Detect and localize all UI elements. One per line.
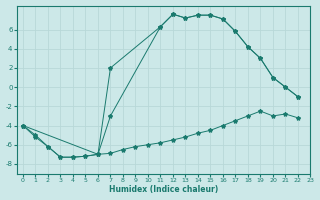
X-axis label: Humidex (Indice chaleur): Humidex (Indice chaleur) [109,185,218,194]
